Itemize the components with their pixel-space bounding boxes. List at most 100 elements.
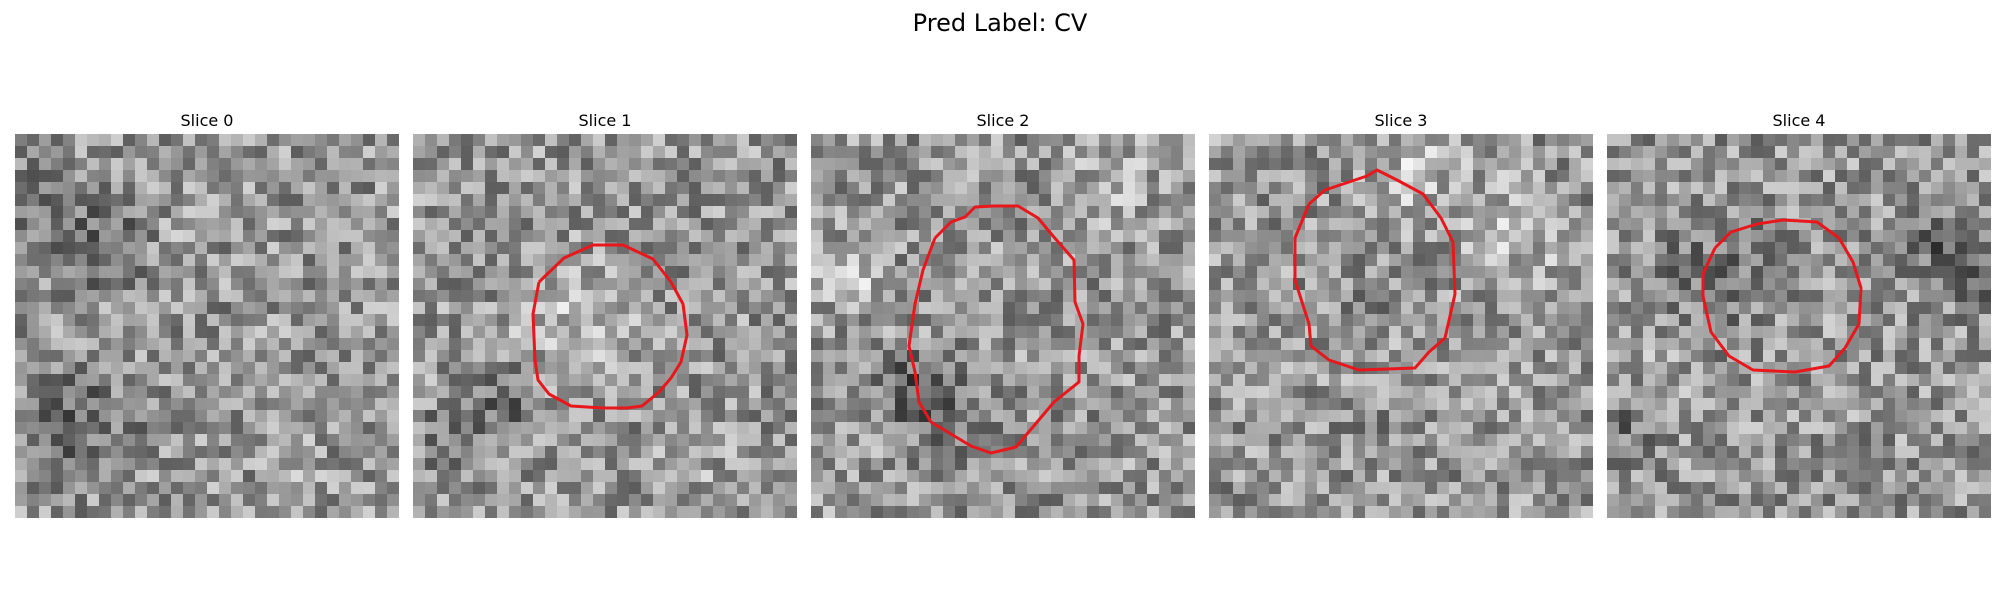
noise-pixel: [1437, 446, 1450, 459]
noise-pixel: [1341, 290, 1354, 303]
noise-pixel: [1317, 278, 1330, 291]
noise-pixel: [701, 290, 714, 303]
noise-pixel: [713, 302, 726, 315]
noise-pixel: [1631, 350, 1644, 363]
noise-pixel: [725, 278, 738, 291]
noise-pixel: [1619, 206, 1632, 219]
noise-pixel: [1703, 230, 1716, 243]
noise-pixel: [1557, 158, 1570, 171]
noise-pixel: [1739, 182, 1752, 195]
noise-pixel: [387, 386, 399, 399]
noise-pixel: [1027, 314, 1040, 327]
noise-pixel: [195, 254, 208, 267]
noise-pixel: [497, 134, 510, 147]
noise-pixel: [1353, 410, 1366, 423]
noise-pixel: [1111, 206, 1124, 219]
noise-pixel: [219, 446, 232, 459]
noise-pixel: [1521, 506, 1534, 518]
noise-pixel: [63, 242, 76, 255]
noise-pixel: [907, 410, 920, 423]
noise-pixel: [761, 206, 774, 219]
noise-pixel: [75, 182, 88, 195]
noise-pixel: [413, 374, 426, 387]
noise-pixel: [1425, 374, 1438, 387]
noise-pixel: [1171, 386, 1184, 399]
noise-pixel: [1955, 170, 1968, 183]
noise-pixel: [63, 398, 76, 411]
noise-pixel: [1607, 218, 1620, 231]
noise-pixel: [1485, 446, 1498, 459]
noise-pixel: [701, 434, 714, 447]
noise-pixel: [1787, 230, 1800, 243]
noise-pixel: [823, 146, 836, 159]
noise-pixel: [593, 314, 606, 327]
noise-pixel: [1389, 146, 1402, 159]
noise-pixel: [159, 170, 172, 183]
noise-pixel: [1233, 242, 1246, 255]
noise-pixel: [581, 194, 594, 207]
noise-pixel: [653, 158, 666, 171]
noise-pixel: [1955, 422, 1968, 435]
noise-pixel: [713, 266, 726, 279]
noise-pixel: [569, 146, 582, 159]
noise-pixel: [1015, 194, 1028, 207]
noise-pixel: [1233, 494, 1246, 507]
noise-pixel: [1787, 146, 1800, 159]
noise-pixel: [461, 242, 474, 255]
noise-pixel: [605, 494, 618, 507]
noise-pixel: [123, 470, 136, 483]
noise-pixel: [1051, 290, 1064, 303]
noise-pixel: [75, 350, 88, 363]
noise-pixel: [823, 278, 836, 291]
noise-pixel: [159, 158, 172, 171]
noise-pixel: [1123, 374, 1136, 387]
noise-pixel: [1703, 182, 1716, 195]
noise-pixel: [713, 170, 726, 183]
noise-pixel: [749, 278, 762, 291]
noise-pixel: [1425, 506, 1438, 518]
noise-pixel: [219, 290, 232, 303]
noise-pixel: [159, 290, 172, 303]
noise-pixel: [955, 410, 968, 423]
noise-pixel: [15, 326, 28, 339]
noise-pixel: [1943, 302, 1956, 315]
noise-pixel: [207, 134, 220, 147]
noise-pixel: [123, 170, 136, 183]
noise-pixel: [1413, 338, 1426, 351]
noise-pixel: [617, 494, 630, 507]
noise-pixel: [1619, 146, 1632, 159]
noise-pixel: [1159, 374, 1172, 387]
noise-pixel: [1317, 410, 1330, 423]
noise-pixel: [1581, 170, 1593, 183]
noise-pixel: [1147, 230, 1160, 243]
noise-pixel: [1631, 326, 1644, 339]
noise-pixel: [243, 254, 256, 267]
noise-pixel: [1425, 158, 1438, 171]
noise-pixel: [1123, 458, 1136, 471]
noise-pixel: [387, 422, 399, 435]
noise-pixel: [1003, 146, 1016, 159]
noise-pixel: [1967, 446, 1980, 459]
noise-pixel: [509, 362, 522, 375]
noise-pixel: [835, 482, 848, 495]
noise-pixel: [461, 398, 474, 411]
noise-pixel: [135, 134, 148, 147]
noise-pixel: [135, 314, 148, 327]
noise-pixel: [581, 278, 594, 291]
noise-pixel: [1581, 266, 1593, 279]
noise-pixel: [847, 290, 860, 303]
noise-pixel: [1221, 362, 1234, 375]
noise-pixel: [39, 158, 52, 171]
noise-pixel: [1823, 134, 1836, 147]
noise-pixel: [1293, 434, 1306, 447]
noise-pixel: [1521, 482, 1534, 495]
noise-pixel: [1739, 314, 1752, 327]
noise-pixel: [1099, 146, 1112, 159]
noise-pixel: [243, 314, 256, 327]
noise-pixel: [1039, 470, 1052, 483]
noise-pixel: [1425, 290, 1438, 303]
noise-pixel: [147, 482, 160, 495]
noise-pixel: [1099, 230, 1112, 243]
noise-pixel: [1799, 158, 1812, 171]
noise-pixel: [931, 194, 944, 207]
